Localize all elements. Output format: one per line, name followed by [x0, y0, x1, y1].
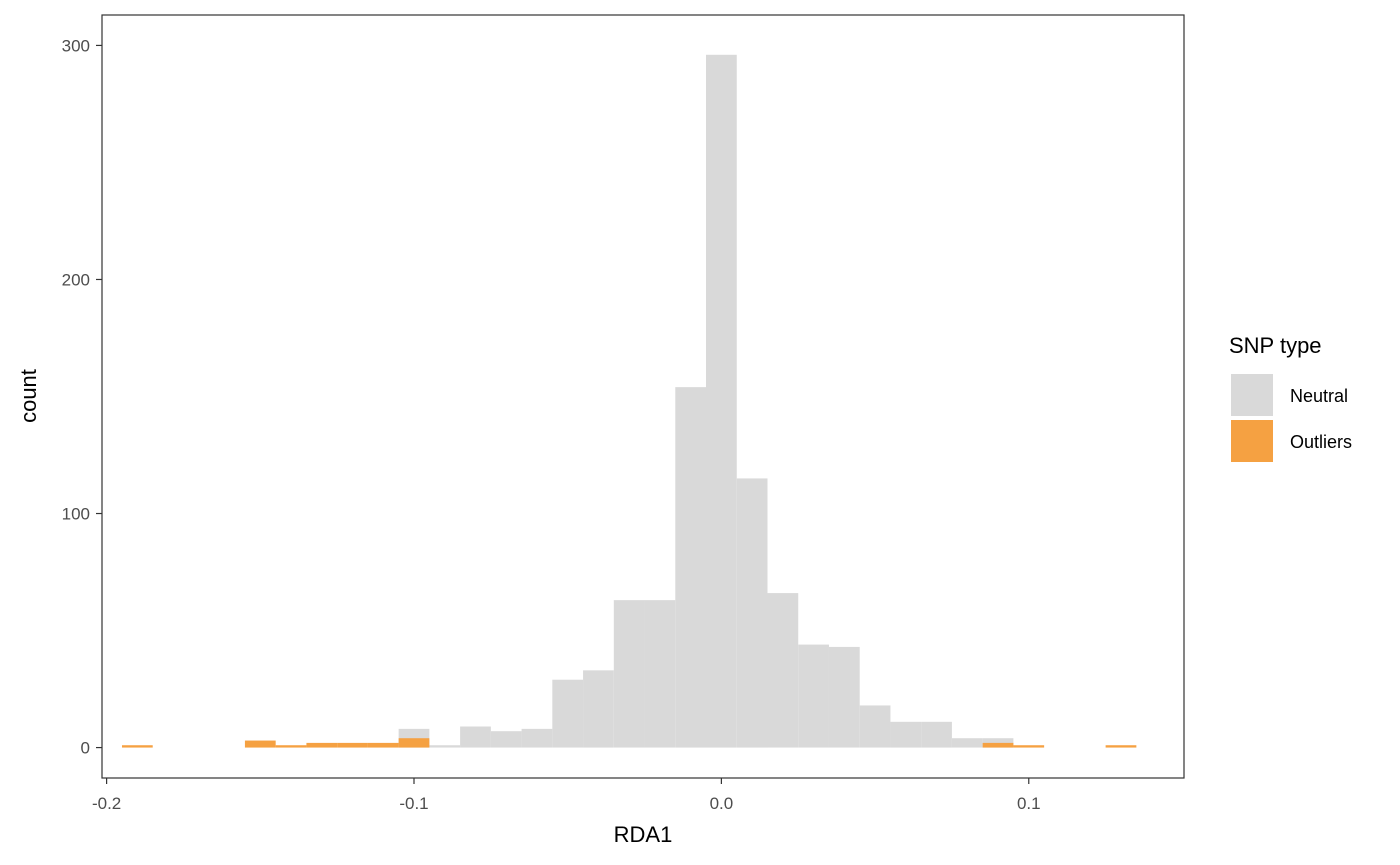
bar-outliers-0: [121, 745, 153, 748]
bar-outliers-9: [1105, 745, 1137, 748]
bar-neutral-10: [706, 54, 737, 748]
bar-neutral-11: [736, 478, 768, 748]
legend-label-neutral: Neutral: [1290, 386, 1348, 406]
y-tick-label: 300: [62, 36, 90, 55]
x-axis-title: RDA1: [614, 822, 673, 847]
bar-neutral-15: [859, 705, 891, 748]
bar-neutral-18: [951, 738, 983, 748]
bar-outliers-3: [306, 742, 338, 748]
bar-neutral-2: [460, 726, 491, 748]
bar-neutral-17: [921, 721, 952, 748]
bar-outliers-1: [244, 740, 276, 748]
plot-border: [101, 14, 1185, 779]
y-tick-label: 100: [62, 505, 90, 524]
x-tick-label: 0.0: [710, 794, 734, 813]
bar-outliers-5: [367, 742, 399, 748]
y-axis: 0 100 200 300: [62, 36, 102, 758]
y-tick-label: 0: [81, 739, 90, 758]
x-tick-label: -0.2: [92, 794, 121, 813]
bar-neutral-9: [675, 387, 707, 748]
legend-swatch-outliers: [1231, 420, 1273, 462]
x-axis: -0.2 -0.1 0.0 0.1: [92, 778, 1041, 813]
outlier-bars: [121, 738, 1137, 748]
bar-outliers-2: [275, 745, 307, 748]
bar-neutral-16: [890, 721, 922, 748]
legend-label-outliers: Outliers: [1290, 432, 1352, 452]
bar-neutral-12: [767, 593, 799, 748]
y-tick-label: 200: [62, 270, 90, 289]
bar-neutral-8: [644, 600, 676, 748]
y-axis-title: count: [16, 369, 41, 423]
bar-outliers-7: [982, 742, 1014, 748]
bar-neutral-4: [521, 728, 553, 748]
bar-outliers-8: [1013, 745, 1045, 748]
bar-neutral-5: [552, 679, 584, 748]
legend-title: SNP type: [1229, 333, 1322, 358]
x-tick-label: 0.1: [1017, 794, 1041, 813]
bar-neutral-14: [828, 646, 860, 748]
legend-swatch-neutral: [1231, 374, 1273, 416]
bar-outliers-6: [398, 738, 430, 748]
bar-outliers-4: [337, 742, 368, 748]
bar-neutral-3: [490, 731, 522, 748]
bar-neutral-1: [429, 745, 461, 748]
bar-neutral-6: [583, 670, 614, 748]
bar-neutral-7: [613, 600, 645, 748]
neutral-bars: [398, 54, 1014, 748]
bar-neutral-13: [798, 644, 829, 748]
legend: SNP type Neutral Outliers: [1229, 333, 1352, 462]
x-tick-label: -0.1: [399, 794, 428, 813]
